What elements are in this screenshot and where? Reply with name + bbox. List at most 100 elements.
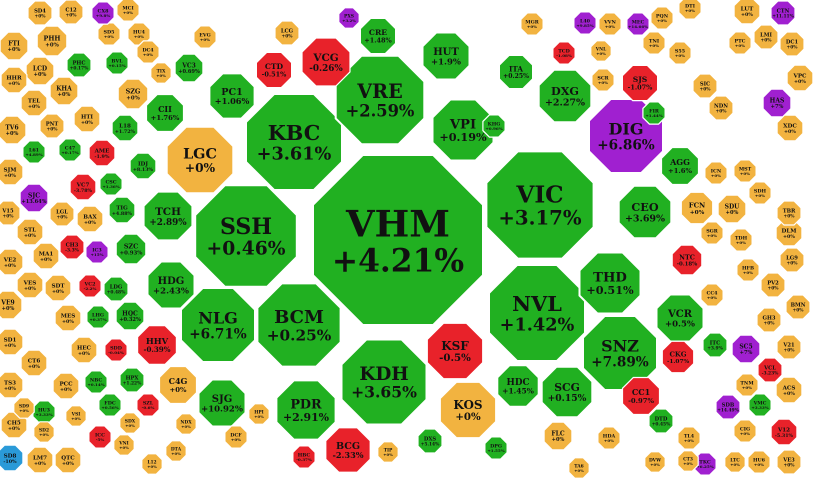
cell-hda[interactable]: HDA+0% xyxy=(597,426,621,450)
cell-hdg[interactable]: HDG+2.43% xyxy=(147,261,195,309)
cell-nlg[interactable]: NLG+6.71% xyxy=(180,287,256,363)
cell-ves[interactable]: VES+0% xyxy=(16,271,44,299)
cell-fdc[interactable]: FDC+0.56% xyxy=(98,393,122,417)
cell-c12[interactable]: C12+0% xyxy=(58,0,84,25)
cell-snz[interactable]: SNZ+7.89% xyxy=(582,315,658,391)
cell-fir[interactable]: FIR+1.44% xyxy=(642,101,666,125)
cell-vvn[interactable]: VVN+0% xyxy=(598,12,622,36)
cell-dpg[interactable]: DPG+1.55% xyxy=(484,436,508,460)
cell-ts3[interactable]: TS3+0% xyxy=(0,371,24,399)
cell-mgr[interactable]: MGR+0% xyxy=(520,12,544,36)
cell-tl4[interactable]: TL4+0% xyxy=(677,426,701,450)
cell-ve9[interactable]: VE9+0% xyxy=(0,290,23,320)
cell-bax[interactable]: BAX+0% xyxy=(76,205,104,233)
cell-lm7[interactable]: LM7+0% xyxy=(26,446,54,474)
cell-tbr[interactable]: TBR+0% xyxy=(776,200,802,226)
cell-hfb[interactable]: HFB+0% xyxy=(736,258,760,282)
cell-dtd[interactable]: DTD+0.45% xyxy=(648,408,674,434)
cell-hhr[interactable]: HHR+0% xyxy=(0,66,28,94)
cell-hqc[interactable]: HQC+0.32% xyxy=(115,301,145,331)
cell-ptc[interactable]: PTC+0% xyxy=(728,31,752,55)
cell-vmc[interactable]: VMC+3.33% xyxy=(748,393,772,417)
cell-gh3[interactable]: GH3+0% xyxy=(756,307,782,333)
cell-ve2[interactable]: VE2+0% xyxy=(0,248,24,276)
cell-has[interactable]: HAS+7% xyxy=(762,88,792,118)
cell-vpi[interactable]: VPI+0.19% xyxy=(431,98,495,162)
cell-dxs[interactable]: DXS+5.14% xyxy=(417,428,443,454)
cell-hbc[interactable]: HBC-0.37% xyxy=(292,445,316,469)
cell-pqn[interactable]: PQN+0% xyxy=(650,6,674,30)
cell-ctn[interactable]: CTN+11.11% xyxy=(770,0,796,26)
cell-lcg[interactable]: LCG+0% xyxy=(274,20,300,46)
cell-scg[interactable]: SCG+0.15% xyxy=(541,366,593,418)
cell-sjg[interactable]: SJG+10.92% xyxy=(198,379,246,427)
cell-vhm[interactable]: VHM+4.21% xyxy=(312,154,484,326)
cell-vcr[interactable]: VCR+0.5% xyxy=(656,294,704,342)
cell-sgr[interactable]: SGR+0% xyxy=(700,221,724,245)
cell-dcf[interactable]: DCF+0% xyxy=(224,425,248,449)
cell-hti[interactable]: HTI+0% xyxy=(73,105,101,133)
cell-lhg[interactable]: LHG+0.37% xyxy=(86,305,110,329)
cell-nvl[interactable]: NVL+1.42% xyxy=(488,264,586,362)
cell-cx8[interactable]: CX8+9.8% xyxy=(91,1,115,25)
cell-dvw[interactable]: DVW+0% xyxy=(644,451,666,473)
cell-ch3[interactable]: CH3-3.3% xyxy=(59,234,85,260)
cell-kbc[interactable]: KBC+3.61% xyxy=(245,93,343,191)
cell-nbc[interactable]: NBC+0.14% xyxy=(84,370,108,394)
cell-sdb[interactable]: SDB+14.49% xyxy=(715,394,741,420)
cell-sdd[interactable]: SDD-0.04% xyxy=(104,338,128,362)
cell-kdh[interactable]: KDH+3.65% xyxy=(340,338,428,426)
cell-hhv[interactable]: HHV-0.39% xyxy=(137,325,177,365)
cell-ksf[interactable]: KSF-0.5% xyxy=(426,322,484,380)
cell-v12[interactable]: V12-5.31% xyxy=(770,418,798,446)
cell-szl[interactable]: SZL-0.6% xyxy=(136,393,160,417)
cell-dti[interactable]: DTI+0% xyxy=(678,0,702,20)
cell-xdc[interactable]: XDC+0% xyxy=(776,114,804,142)
cell-v21[interactable]: V21+0% xyxy=(776,334,802,360)
cell-c47[interactable]: C47+0.17% xyxy=(58,138,82,162)
cell-bcm[interactable]: BCM+0.25% xyxy=(256,282,342,368)
cell-pv2[interactable]: PV2+0% xyxy=(760,272,786,298)
cell-phh[interactable]: PHH+0% xyxy=(36,25,68,57)
cell-ltc[interactable]: LTC+0% xyxy=(724,451,746,473)
cell-sjc[interactable]: SJC+13.64% xyxy=(19,183,49,213)
cell-ntc[interactable]: NTC-0.18% xyxy=(671,244,703,276)
cell-fcn[interactable]: FCN+0% xyxy=(680,191,714,225)
cell-ndn[interactable]: NDN+0% xyxy=(708,95,734,121)
cell-s55[interactable]: S55+0% xyxy=(668,41,692,65)
cell-sc5[interactable]: SC5+7% xyxy=(731,334,761,364)
cell-vre[interactable]: VRE+2.59% xyxy=(334,54,426,146)
cell-tcd[interactable]: TCD-1.08% xyxy=(552,41,576,65)
cell-szg[interactable]: SZG+0% xyxy=(117,78,149,110)
cell-kos[interactable]: KOS+0% xyxy=(439,381,497,439)
cell-dta[interactable]: DTA+0% xyxy=(165,440,187,462)
cell-kha[interactable]: KHA+0% xyxy=(49,76,79,106)
cell-ame[interactable]: AME-1.9% xyxy=(88,139,116,167)
cell-ma1[interactable]: MA1+0% xyxy=(32,242,60,270)
cell-fti[interactable]: FTI+0% xyxy=(0,31,29,61)
cell-vnl[interactable]: VNL+0% xyxy=(590,40,612,62)
cell-vc3[interactable]: VC3+0.69% xyxy=(174,53,204,83)
cell-pdr[interactable]: PDR+2.91% xyxy=(275,379,337,441)
cell-sd1[interactable]: SD1+0% xyxy=(0,328,24,356)
cell-icn[interactable]: ICN+0% xyxy=(704,161,728,185)
cell-pxs[interactable]: PXS+3.2% xyxy=(338,7,360,29)
cell-csc[interactable]: CSC+1.36% xyxy=(99,172,123,196)
cell-tv6[interactable]: TV6+0% xyxy=(0,115,27,145)
cell-itc[interactable]: ITC+3.9% xyxy=(702,332,728,358)
cell-tnm[interactable]: TNM+0% xyxy=(735,373,759,397)
cell-hdc[interactable]: HDC+1.45% xyxy=(497,365,539,407)
cell-ndx[interactable]: NDX+0% xyxy=(175,413,197,435)
cell-bcg[interactable]: BCG-2.33% xyxy=(325,427,371,473)
cell-bmn[interactable]: BMN+0% xyxy=(785,294,811,320)
cell-cii[interactable]: CII+1.76% xyxy=(145,93,185,133)
cell-lmi[interactable]: LMI+0% xyxy=(753,24,779,50)
cell-cc4[interactable]: CC4+0% xyxy=(700,283,724,307)
cell-tch[interactable]: TCH+2.89% xyxy=(143,191,193,241)
cell-mes[interactable]: MES+0% xyxy=(54,304,82,332)
cell-dc1[interactable]: DC1+0% xyxy=(779,31,805,57)
cell-sd2[interactable]: SD2+0% xyxy=(33,421,55,443)
cell-tni[interactable]: TNI+0% xyxy=(642,31,666,55)
cell-sjs[interactable]: SJS-1.07% xyxy=(621,64,659,102)
cell-vsi[interactable]: VSI+0% xyxy=(65,405,87,427)
